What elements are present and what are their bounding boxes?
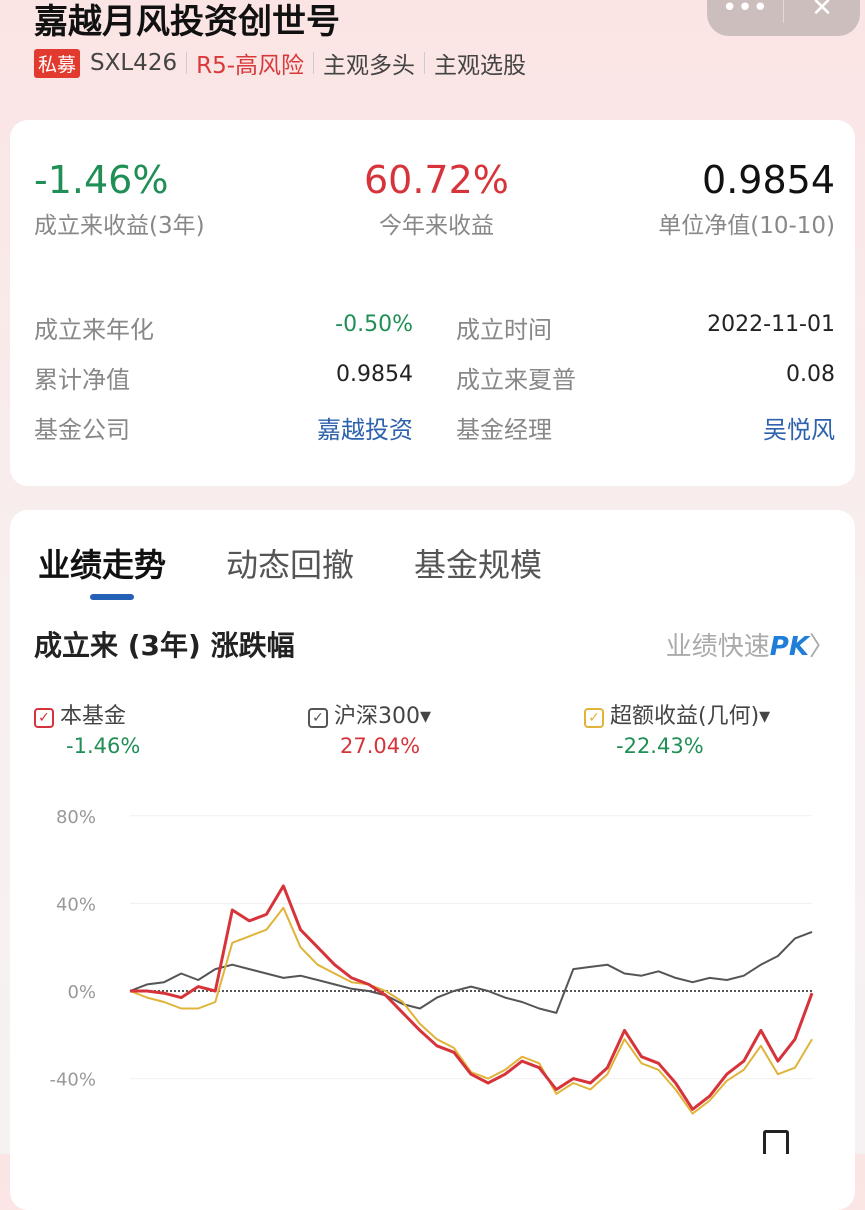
legend-value: -22.43%	[616, 734, 704, 758]
chevron-right-icon: 〉	[808, 632, 835, 662]
stat-ytd: 60.72% 今年来收益	[364, 158, 509, 240]
divider	[783, 0, 784, 23]
stat-nav: 0.9854 单位净值(10-10)	[658, 158, 835, 240]
company-label: 基金公司	[34, 416, 130, 444]
inception-value: 2022-11-01	[707, 312, 835, 337]
annualized-value: -0.50%	[335, 312, 413, 337]
legend-csi300[interactable]: ✓ 沪深300▾ 27.04%	[308, 698, 431, 758]
tab-fund-size[interactable]: 基金规模	[414, 546, 543, 584]
checkbox-icon[interactable]: ✓	[34, 708, 54, 728]
sharpe-label: 成立来夏普	[456, 366, 576, 394]
stat-since-inception: -1.46% 成立来收益(3年)	[34, 158, 205, 240]
stat-label: 今年来收益	[378, 213, 494, 239]
more-icon[interactable]: •••	[721, 0, 768, 23]
checkbox-icon[interactable]: ✓	[308, 708, 328, 728]
fund-code: SXL426	[90, 50, 178, 76]
divider	[186, 52, 188, 74]
pk-label: PK	[769, 632, 809, 662]
stat-value: 60.72%	[364, 158, 509, 202]
performance-card: 业绩走势 动态回撤 基金规模 成立来 (3年) 涨跌幅 业绩快速PK〉 ✓ 本基金…	[10, 510, 855, 1210]
stat-value: -1.46%	[34, 158, 169, 202]
cum-nav-value: 0.9854	[336, 362, 413, 387]
private-badge: 私募	[34, 48, 81, 78]
dropdown-icon[interactable]: ▾	[420, 704, 432, 729]
style-tag: 主观选股	[434, 53, 527, 79]
feedback-icon[interactable]	[763, 1130, 789, 1154]
tab-bar: 业绩走势 动态回撤 基金规模	[38, 540, 542, 586]
stat-value: 0.9854	[702, 158, 835, 202]
y-tick-label: -40%	[49, 1070, 96, 1091]
cum-nav-label: 累计净值	[34, 366, 130, 394]
fund-title: 嘉越月风投资创世号	[34, 2, 340, 42]
divider	[313, 52, 315, 74]
inception-label: 成立时间	[456, 316, 552, 344]
legend-value: 27.04%	[340, 734, 421, 758]
y-tick-label: 40%	[56, 894, 96, 915]
tab-drawdown[interactable]: 动态回撤	[226, 546, 355, 584]
stat-label: 成立来收益(3年)	[34, 213, 205, 239]
series-line-0	[130, 884, 814, 1111]
close-icon[interactable]: ✕	[811, 0, 833, 23]
divider	[424, 52, 426, 74]
legend-fund[interactable]: ✓ 本基金 -1.46%	[34, 698, 140, 758]
mini-program-capsule: ••• ✕	[707, 0, 860, 36]
annualized-label: 成立来年化	[34, 316, 154, 344]
strategy-tag: 主观多头	[323, 53, 416, 79]
section-title: 成立来 (3年) 涨跌幅	[34, 629, 295, 662]
manager-label: 基金经理	[456, 416, 552, 444]
legend-label: 超额收益(几何)	[610, 704, 760, 729]
manager-link[interactable]: 吴悦风	[763, 416, 835, 444]
performance-chart: 80% 40% 0% -40%	[49, 807, 814, 1115]
legend-label: 本基金	[60, 704, 127, 729]
sharpe-value: 0.08	[786, 362, 835, 387]
tab-performance[interactable]: 业绩走势	[38, 546, 167, 584]
checkbox-icon[interactable]: ✓	[584, 708, 604, 728]
legend-label: 沪深300	[334, 704, 420, 729]
stat-label: 单位净值(10-10)	[658, 213, 835, 239]
fund-tags: 私募 SXL426 R5-高风险 主观多头 主观选股	[34, 46, 526, 80]
series-line-2	[129, 906, 813, 1115]
pk-prefix: 业绩快速	[665, 632, 770, 662]
company-link[interactable]: 嘉越投资	[317, 416, 413, 444]
y-tick-label: 80%	[56, 807, 96, 828]
quick-pk-link[interactable]: 业绩快速PK〉	[666, 626, 835, 663]
dropdown-icon[interactable]: ▾	[759, 704, 771, 729]
active-tab-indicator	[90, 594, 134, 600]
summary-card: -1.46% 成立来收益(3年) 60.72% 今年来收益 0.9854 单位净值(1…	[10, 120, 855, 486]
legend-excess[interactable]: ✓ 超额收益(几何)▾ -22.43%	[584, 698, 770, 758]
series-line-1	[129, 930, 813, 1014]
y-tick-label: 0%	[67, 982, 96, 1003]
legend-value: -1.46%	[66, 734, 141, 758]
risk-level: R5-高风险	[196, 53, 305, 79]
